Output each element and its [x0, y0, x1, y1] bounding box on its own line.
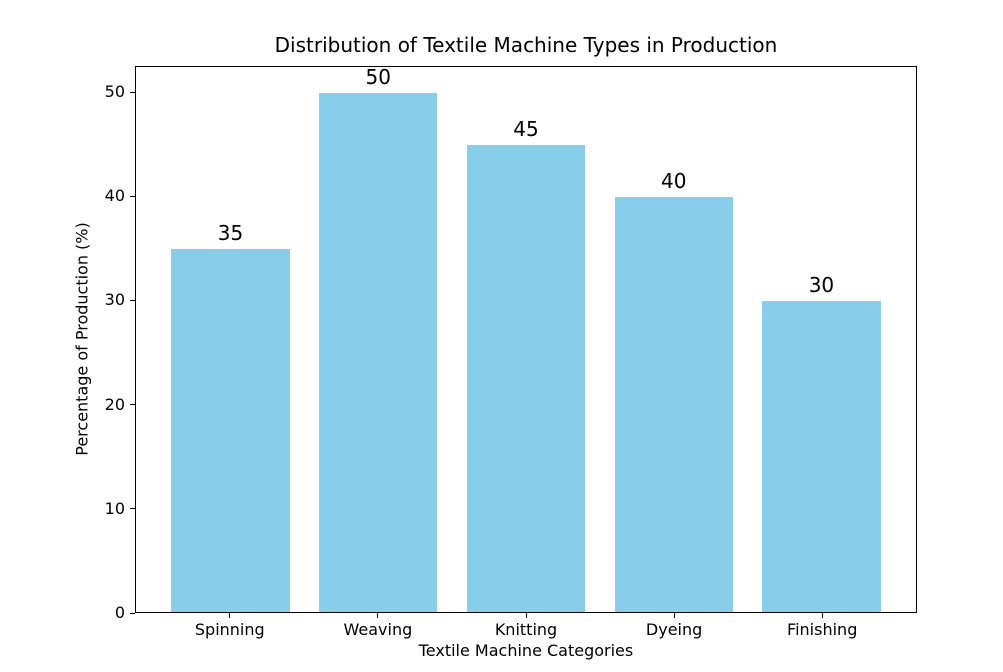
y-tick-mark [130, 195, 135, 197]
y-tick-mark [130, 91, 135, 93]
x-tick-mark [821, 613, 823, 618]
y-tick-mark [130, 612, 135, 614]
bar-value-label: 30 [808, 272, 835, 297]
bar-value-label: 40 [660, 168, 687, 193]
bar-finishing: 30 [762, 274, 881, 612]
y-tick-label: 20 [104, 394, 125, 414]
x-tick-mark [525, 613, 527, 618]
x-tick-mark [377, 613, 379, 618]
x-tick-label: Spinning [194, 620, 265, 639]
bar-dyeing: 40 [614, 170, 733, 612]
y-tick-label: 0 [114, 603, 125, 622]
x-axis-label: Textile Machine Categories [418, 641, 634, 660]
x-tick-label: Knitting [494, 620, 558, 639]
x-tick-mark [673, 613, 675, 618]
plot-area: 35 50 45 40 30 [135, 66, 917, 613]
chart-title: Distribution of Textile Machine Types in… [274, 33, 778, 57]
y-tick-label: 40 [104, 186, 125, 206]
bar-spinning: 35 [171, 222, 290, 612]
y-axis-label: Percentage of Production (%) [72, 222, 92, 456]
bar-value-label: 35 [217, 220, 244, 245]
bar-value-label: 45 [513, 116, 539, 141]
y-axis: 0 10 20 30 40 50 [0, 66, 135, 621]
bar-knitting: 45 [466, 118, 586, 612]
y-tick-mark [130, 508, 135, 510]
x-tick-label: Dyeing [645, 620, 703, 639]
y-tick-mark [130, 299, 135, 301]
y-tick-label: 30 [104, 290, 125, 310]
x-tick-mark [229, 613, 231, 618]
x-tick-label: Finishing [787, 620, 858, 639]
x-axis: Spinning Weaving Knitting Dyeing Finishing [135, 613, 917, 647]
y-tick-label: 50 [104, 82, 125, 102]
x-tick-label: Weaving [343, 620, 413, 639]
y-tick-mark [130, 404, 135, 406]
y-tick-label: 10 [104, 498, 125, 518]
bar-value-label: 50 [365, 64, 391, 89]
bar-weaving: 50 [319, 66, 438, 612]
